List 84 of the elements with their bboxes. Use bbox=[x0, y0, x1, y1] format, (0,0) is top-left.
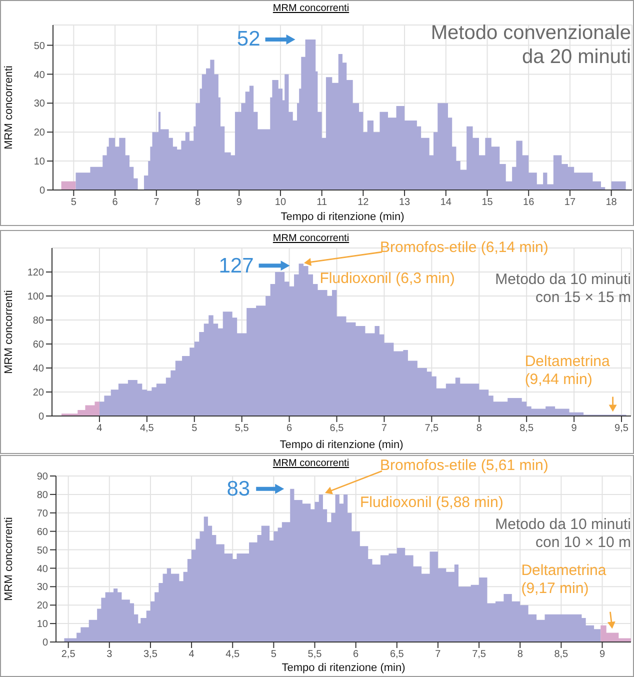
annotation: Deltametrina (9,17 min) bbox=[521, 562, 608, 598]
y-tick-label: 20 bbox=[32, 388, 44, 399]
x-tick-label: 9,5 bbox=[614, 423, 629, 434]
annotation: Bromofos-etile (6,14 min) bbox=[380, 239, 548, 257]
x-tick-label: 9 bbox=[599, 649, 606, 660]
y-tick-label: 30 bbox=[34, 98, 46, 110]
x-tick-label: 5 bbox=[70, 197, 77, 208]
y-tick-label: 90 bbox=[36, 472, 48, 483]
x-tick-label: 17 bbox=[564, 197, 576, 208]
y-tick-label: 0 bbox=[42, 638, 48, 649]
y-tick-label: 60 bbox=[36, 526, 48, 538]
x-tick-label: 18 bbox=[606, 197, 618, 208]
x-tick-label: 6,5 bbox=[330, 423, 344, 434]
x-tick-label: 4,5 bbox=[226, 649, 240, 660]
x-tick-label: 6 bbox=[112, 197, 118, 208]
x-tick-label: 4,5 bbox=[140, 423, 154, 434]
x-tick-label: 3,5 bbox=[144, 649, 158, 660]
y-tick-label: 40 bbox=[34, 70, 46, 81]
y-tick-label: 80 bbox=[32, 316, 44, 327]
x-tick-label: 9 bbox=[236, 197, 242, 208]
x-tick-label: 14 bbox=[440, 197, 452, 208]
x-tick-label: 5 bbox=[192, 423, 198, 434]
x-tick-label: 8 bbox=[517, 649, 524, 660]
y-tick-label: 120 bbox=[27, 268, 44, 279]
x-tick-label: 8,5 bbox=[520, 423, 534, 434]
x-tick-label: 7 bbox=[381, 423, 388, 434]
x-tick-label: 4 bbox=[96, 423, 103, 434]
x-tick-label: 8,5 bbox=[554, 649, 569, 660]
y-tick-label: 20 bbox=[34, 128, 46, 139]
x-tick-label: 5,5 bbox=[308, 649, 322, 660]
y-tick-label: 100 bbox=[27, 292, 44, 303]
y-axis-title: MRM concorrenti bbox=[2, 517, 15, 601]
y-tick-label: 20 bbox=[36, 600, 48, 612]
x-tick-label: 13 bbox=[398, 197, 411, 208]
chart-title: MRM concorrenti bbox=[268, 233, 354, 244]
chart-title: MRM concorrenti bbox=[268, 458, 354, 469]
x-tick-label: 4 bbox=[188, 649, 195, 660]
annotation: 83 bbox=[226, 476, 250, 502]
y-tick-label: 80 bbox=[36, 490, 48, 501]
annotation: Deltametrina (9,44 min) bbox=[524, 352, 611, 389]
chart-subtitle: Metodo convenzionale da 20 minuti bbox=[430, 21, 631, 69]
x-axis-title: Tempo di ritenzione (min) bbox=[282, 662, 406, 674]
x-tick-label: 3 bbox=[106, 649, 113, 660]
text: Bromofos-etile (5,61 min) bbox=[380, 457, 548, 475]
x-tick-label: 11 bbox=[316, 197, 328, 208]
x-tick-label: 6 bbox=[353, 649, 360, 660]
x-axis-title: Tempo di ritenzione (min) bbox=[280, 439, 404, 451]
y-tick-label: 30 bbox=[36, 582, 48, 594]
x-tick-label: 5,5 bbox=[234, 423, 250, 434]
x-tick-label: 16 bbox=[523, 197, 535, 208]
y-tick-label: 50 bbox=[36, 545, 48, 556]
y-tick-label: 70 bbox=[36, 508, 48, 520]
y-tick-label: 50 bbox=[34, 40, 46, 52]
x-tick-label: 6,5 bbox=[390, 649, 404, 660]
x-tick-label: 8 bbox=[476, 423, 482, 434]
chart-title: MRM concorrenti bbox=[268, 3, 354, 14]
x-tick-label: 7 bbox=[435, 649, 442, 660]
text: Metodo da 10 minuti con 15 × 15 m bbox=[494, 271, 631, 307]
x-tick-label: 15 bbox=[482, 197, 494, 208]
y-axis-title: MRM concorrenti bbox=[2, 66, 15, 150]
x-tick-label: 2,5 bbox=[61, 649, 76, 660]
annotation: 52 bbox=[236, 26, 260, 52]
annotation: Fludioxonil (5,88 min) bbox=[360, 494, 504, 512]
annotation: 127 bbox=[218, 253, 254, 278]
x-tick-label: 7,5 bbox=[472, 649, 486, 660]
y-tick-label: 60 bbox=[32, 340, 44, 351]
y-tick-label: 40 bbox=[36, 564, 48, 575]
x-tick-label: 6 bbox=[286, 423, 293, 434]
y-tick-label: 0 bbox=[39, 186, 46, 197]
x-tick-label: 9 bbox=[571, 423, 578, 434]
y-tick-label: 10 bbox=[36, 619, 48, 630]
y-tick-label: 40 bbox=[32, 364, 44, 375]
annotation: Fludioxonil (6,3 min) bbox=[320, 270, 455, 288]
x-tick-label: 12 bbox=[358, 197, 370, 208]
x-tick-label: 7 bbox=[154, 197, 160, 208]
text: Metodo da 10 minuti con 10 × 10 m bbox=[494, 516, 631, 552]
x-tick-label: 5 bbox=[270, 649, 277, 660]
x-tick-label: 10 bbox=[274, 197, 286, 208]
y-axis-title: MRM concorrenti bbox=[2, 290, 15, 374]
x-tick-label: 7,5 bbox=[424, 423, 440, 434]
y-tick-label: 10 bbox=[34, 156, 46, 168]
x-tick-label: 8 bbox=[194, 197, 201, 208]
x-axis-title: Tempo di ritenzione (min) bbox=[280, 211, 404, 223]
y-tick-label: 0 bbox=[38, 412, 44, 423]
